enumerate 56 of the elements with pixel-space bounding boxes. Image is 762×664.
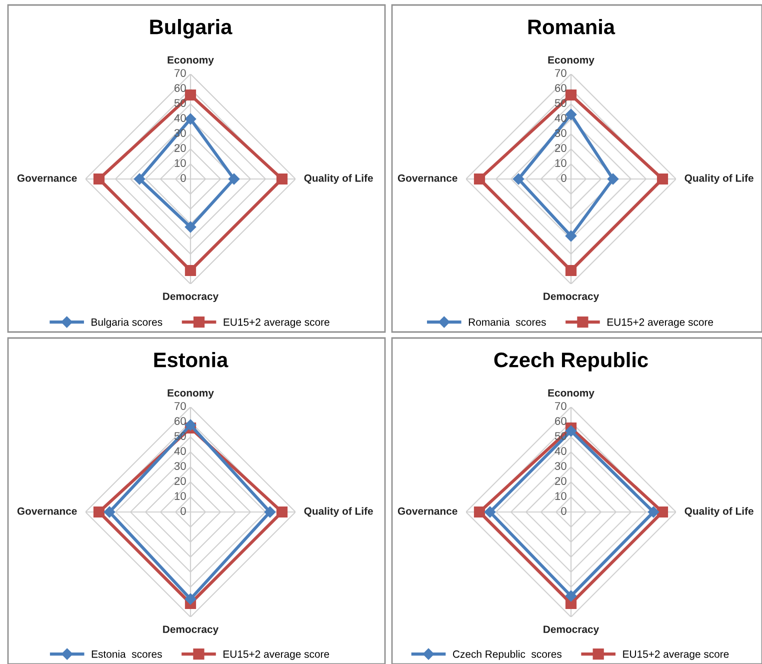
y-tick-label: 10: [174, 492, 186, 500]
y-tick-label: 70: [174, 69, 186, 77]
legend-label: Romania scores: [468, 318, 546, 326]
chart-title: Czech Republic: [494, 352, 648, 372]
y-tick-label: 20: [555, 477, 566, 485]
y-tick-label: 10: [174, 159, 186, 167]
spoke-label: Democracy: [163, 292, 219, 302]
spoke-label: Quality of Life: [684, 174, 754, 184]
y-tick-label: 10: [555, 492, 566, 500]
y-tick-label: 70: [555, 69, 566, 77]
y-tick-label: 40: [554, 114, 566, 122]
legend-label: EU15+2 average score: [608, 318, 714, 328]
y-tick-label: 0: [561, 174, 566, 182]
y-tick-label: 20: [174, 144, 186, 152]
y-tick-label: 10: [555, 159, 566, 167]
y-tick-label: 70: [174, 402, 186, 410]
y-tick-label: 40: [174, 114, 186, 122]
y-tick-label: 40: [554, 447, 566, 455]
spoke-label: Governance: [398, 174, 458, 182]
chart-title: Romania: [528, 19, 616, 34]
y-tick-label: 30: [174, 462, 186, 470]
legend-label: EU15+2 average score: [224, 650, 330, 660]
spoke-label: Quality of Life: [304, 174, 373, 184]
legend-label: Czech Republic scores: [452, 650, 562, 660]
spoke-label: Economy: [168, 389, 214, 399]
y-tick-label: 40: [174, 447, 186, 455]
spoke-label: Economy: [548, 56, 594, 66]
legend-label: EU15+2 average score: [224, 318, 330, 328]
spoke-label: Governance: [17, 507, 77, 515]
y-tick-label: 20: [174, 477, 186, 485]
y-tick-label: 30: [554, 462, 566, 470]
y-tick-label: 60: [555, 417, 566, 425]
y-tick-label: 20: [555, 144, 566, 152]
spoke-label: Quality of Life: [304, 507, 373, 517]
chart-title: Bulgaria: [150, 19, 232, 39]
y-tick-label: 60: [174, 417, 186, 425]
spoke-label: Economy: [168, 56, 214, 66]
y-tick-label: 60: [174, 84, 186, 92]
spoke-label: Economy: [548, 389, 594, 399]
chart-title: Estonia: [154, 352, 228, 368]
y-tick-label: 70: [555, 402, 566, 410]
spoke-label: Democracy: [163, 626, 219, 636]
y-tick-label: 0: [561, 507, 566, 515]
spoke-label: Governance: [17, 174, 77, 182]
legend-label: EU15+2 average score: [623, 650, 729, 660]
y-tick-label: 50: [554, 432, 566, 440]
legend-label: Bulgaria scores: [92, 318, 162, 328]
legend-label: Estonia scores: [92, 650, 162, 658]
y-tick-label: 50: [174, 432, 186, 440]
spoke-label: Governance: [398, 507, 458, 515]
spoke-label: Democracy: [544, 292, 600, 302]
y-tick-label: 0: [180, 174, 186, 182]
y-tick-label: 0: [180, 507, 186, 515]
spoke-label: Quality of Life: [684, 507, 754, 517]
spoke-label: Democracy: [544, 626, 600, 636]
y-tick-label: 60: [555, 84, 566, 92]
